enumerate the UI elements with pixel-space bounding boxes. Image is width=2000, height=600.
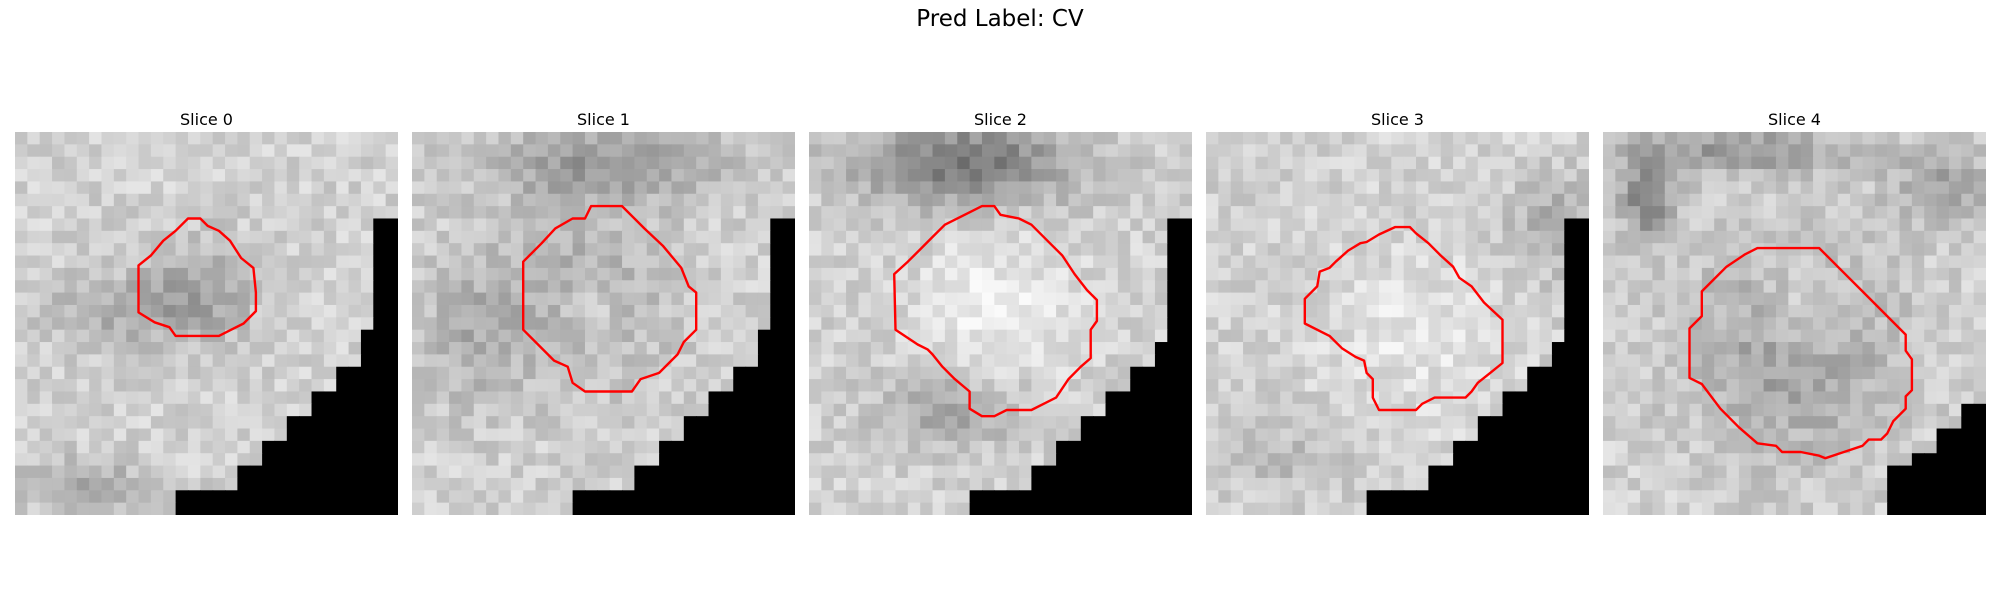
segmentation-contour <box>1303 225 1504 412</box>
slice-image-0 <box>15 132 398 515</box>
figure-title: Pred Label: CV <box>916 6 1084 32</box>
slice-panel-4: Slice 4 <box>1603 108 1986 515</box>
segmentation-contour <box>892 204 1099 418</box>
slice-image-4 <box>1603 132 1986 515</box>
slice-panel-2: Slice 2 <box>809 108 1192 515</box>
slice-image-1 <box>412 132 795 515</box>
slice-image-3 <box>1206 132 1589 515</box>
segmentation-contour <box>1688 246 1914 460</box>
slice-panel-0: Slice 0 <box>15 108 398 515</box>
slice-image-2 <box>809 132 1192 515</box>
slice-title-3: Slice 3 <box>1371 110 1424 129</box>
segmentation-contour <box>521 204 698 393</box>
slice-title-0: Slice 0 <box>180 110 233 129</box>
slice-panel-1: Slice 1 <box>412 108 795 515</box>
segmentation-contour <box>137 217 258 338</box>
slice-title-2: Slice 2 <box>974 110 1027 129</box>
slice-panel-3: Slice 3 <box>1206 108 1589 515</box>
slice-title-1: Slice 1 <box>577 110 630 129</box>
slice-title-4: Slice 4 <box>1768 110 1821 129</box>
